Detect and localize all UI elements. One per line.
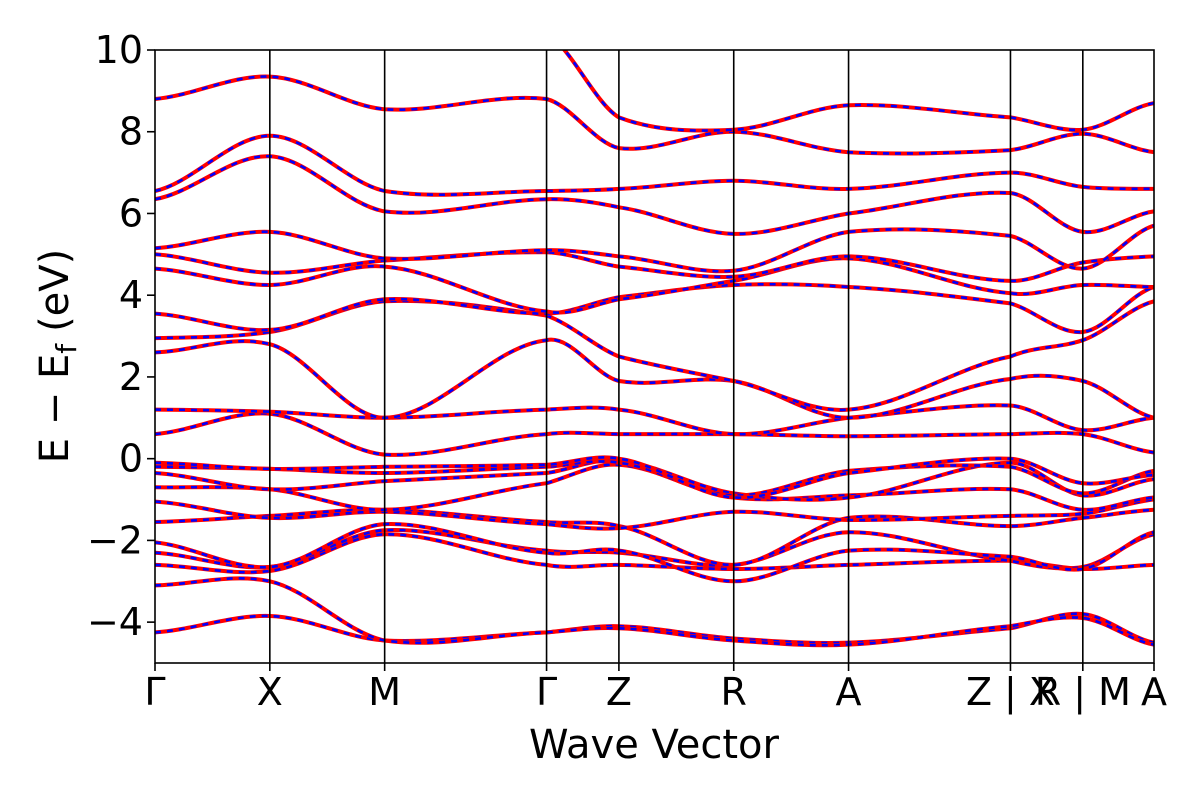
band-line-blue	[155, 403, 1154, 436]
y-tick-label: 8	[119, 110, 143, 154]
y-axis-title-main: E − E	[32, 354, 78, 464]
y-tick-label: 6	[119, 191, 143, 235]
y-axis: 10 8 6 4 2 0 −2 −4	[87, 28, 155, 644]
band-line-blue	[155, 154, 1154, 236]
y-tick-label: −4	[87, 600, 143, 644]
y-tick-label: 4	[119, 273, 143, 317]
x-tick-label: R | M	[1035, 670, 1131, 715]
band-line-blue	[155, 75, 1154, 155]
y-tick-label: −2	[87, 518, 143, 562]
band-line-blue	[155, 257, 1154, 314]
band-line-blue	[155, 456, 1154, 499]
band-line-blue	[155, 250, 1154, 283]
band-line-blue	[155, 528, 1154, 570]
band-line-red	[155, 458, 1154, 502]
band-line-blue	[155, 134, 1154, 197]
plot-frame	[154, 49, 1155, 664]
band-line-blue	[155, 412, 1154, 457]
band-line-blue	[155, 498, 1154, 530]
band-line-blue	[155, 299, 1154, 412]
band-line-blue	[155, 577, 1154, 647]
x-tick-label: M	[368, 670, 401, 714]
x-tick-label: Γ	[536, 670, 557, 714]
y-axis-title: E − Ef (eV)	[32, 249, 83, 464]
band-line-blue	[155, 338, 1154, 420]
x-tick-label: X	[257, 670, 283, 714]
x-tick-label: Z	[606, 670, 632, 714]
x-tick-label: Z | X	[966, 670, 1055, 715]
x-tick-label: Γ	[144, 670, 165, 714]
band-line-blue	[155, 508, 1154, 567]
x-tick-label: A	[1141, 670, 1167, 714]
y-tick-label: 10	[95, 28, 143, 72]
y-tick-label: 0	[119, 437, 143, 481]
x-tick-label: A	[836, 670, 862, 714]
y-axis-title-unit: (eV)	[32, 249, 78, 332]
band-line-blue	[155, 224, 1154, 273]
y-tick-label: 2	[119, 355, 143, 399]
kpoint-dividers	[269, 50, 1084, 663]
x-axis-title: Wave Vector	[529, 722, 780, 768]
bands-layer	[155, 50, 1154, 648]
y-axis-title-subscript: f	[50, 343, 83, 354]
x-tick-label: R	[721, 670, 747, 714]
band-line-blue	[562, 50, 1154, 132]
band-line-blue	[155, 282, 1154, 334]
band-line-blue	[155, 522, 1154, 583]
